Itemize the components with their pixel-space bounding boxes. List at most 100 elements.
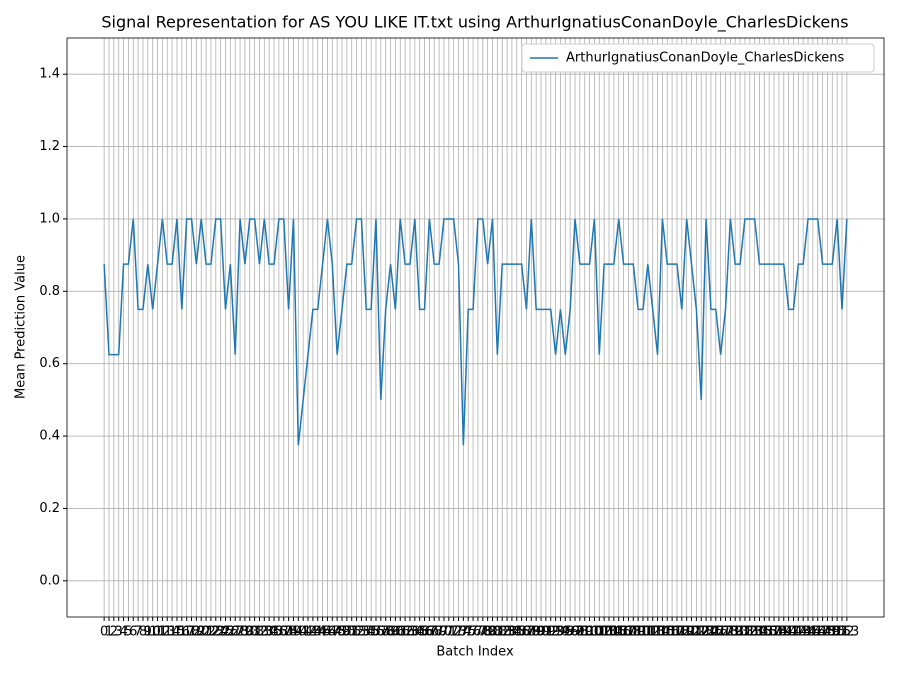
x-tick-label: 42 bbox=[300, 625, 317, 640]
x-tick-label: 18 bbox=[183, 625, 200, 640]
x-tick-label: 86 bbox=[513, 625, 530, 640]
x-tick-label: 58 bbox=[377, 625, 394, 640]
legend-label: ArthurIgnatiusConanDoyle_CharlesDickens bbox=[566, 51, 844, 66]
x-tick-label: 48 bbox=[329, 625, 346, 640]
x-tick-label: 61 bbox=[392, 625, 409, 640]
x-tick-label: 34 bbox=[261, 625, 278, 640]
x-tick-label: 122 bbox=[684, 625, 709, 640]
x-tick-label: 22 bbox=[203, 625, 220, 640]
x-tick-label: 71 bbox=[441, 625, 458, 640]
x-tick-label: 0 bbox=[100, 625, 108, 640]
x-tick-label: 90 bbox=[533, 625, 550, 640]
x-tick-label: 62 bbox=[397, 625, 414, 640]
x-tick-label: 82 bbox=[494, 625, 511, 640]
plot-frame bbox=[66, 37, 885, 618]
x-tick-label: 140 bbox=[771, 625, 796, 640]
x-tick-label: 6 bbox=[129, 625, 137, 640]
legend: ArthurIgnatiusConanDoyle_CharlesDickens bbox=[521, 43, 875, 73]
y-tick-label: 0.4 bbox=[39, 429, 60, 444]
x-tick-label: 38 bbox=[280, 625, 297, 640]
x-tick-label: 84 bbox=[504, 625, 521, 640]
x-tick-label: 131 bbox=[728, 625, 753, 640]
y-tick-label: 1.0 bbox=[39, 211, 60, 226]
x-tick-label: 24 bbox=[212, 625, 229, 640]
x-tick-label: 11 bbox=[149, 625, 166, 640]
x-tick-label: 39 bbox=[285, 625, 302, 640]
x-tick-label: 135 bbox=[747, 625, 772, 640]
x-tick-label: 153 bbox=[834, 625, 859, 640]
x-tick-label: 28 bbox=[232, 625, 249, 640]
x-tick-label: 52 bbox=[348, 625, 365, 640]
x-tick-label: 14 bbox=[164, 625, 181, 640]
x-tick-label: 123 bbox=[689, 625, 714, 640]
y-tick-label: 0.2 bbox=[39, 501, 60, 516]
x-tick-label: 73 bbox=[450, 625, 467, 640]
x-tick-label: 145 bbox=[796, 625, 821, 640]
x-tick-label: 127 bbox=[708, 625, 733, 640]
x-tick-label: 107 bbox=[611, 625, 636, 640]
x-tick-label: 35 bbox=[266, 625, 283, 640]
x-tick-label: 92 bbox=[542, 625, 559, 640]
x-tick-label: 116 bbox=[655, 625, 680, 640]
x-tick-label: 3 bbox=[115, 625, 123, 640]
x-tick-label: 4 bbox=[119, 625, 127, 640]
x-tick-label: 98 bbox=[572, 625, 589, 640]
x-tick-label: 100 bbox=[577, 625, 602, 640]
x-tick-label: 32 bbox=[251, 625, 268, 640]
x-tick-label: 74 bbox=[455, 625, 472, 640]
x-tick-label: 101 bbox=[582, 625, 607, 640]
x-tick-label: 139 bbox=[766, 625, 791, 640]
x-tick-label: 89 bbox=[528, 625, 545, 640]
x-tick-label: 112 bbox=[635, 625, 660, 640]
x-tick-label: 10 bbox=[144, 625, 161, 640]
x-tick-label: 51 bbox=[343, 625, 360, 640]
x-tick-label: 151 bbox=[825, 625, 850, 640]
x-tick-label: 8 bbox=[139, 625, 147, 640]
x-tick-label: 36 bbox=[271, 625, 288, 640]
x-tick-label: 57 bbox=[373, 625, 390, 640]
x-tick-label: 88 bbox=[523, 625, 540, 640]
x-tick-label: 77 bbox=[470, 625, 487, 640]
x-tick-label: 20 bbox=[193, 625, 210, 640]
x-tick-label: 29 bbox=[237, 625, 254, 640]
x-tick-label: 46 bbox=[319, 625, 336, 640]
x-tick-label: 105 bbox=[601, 625, 626, 640]
x-tick-label: 130 bbox=[723, 625, 748, 640]
x-tick-label: 79 bbox=[479, 625, 496, 640]
y-axis-label: Mean Prediction Value bbox=[14, 255, 29, 399]
x-tick-label: 75 bbox=[460, 625, 477, 640]
x-tick-label: 67 bbox=[421, 625, 438, 640]
x-tick-label: 19 bbox=[188, 625, 205, 640]
x-tick-label: 76 bbox=[465, 625, 482, 640]
x-tick-label: 108 bbox=[616, 625, 641, 640]
x-tick-label: 23 bbox=[208, 625, 225, 640]
x-tick-label: 109 bbox=[621, 625, 646, 640]
x-tick-label: 129 bbox=[718, 625, 743, 640]
x-tick-label: 78 bbox=[475, 625, 492, 640]
x-tick-label: 44 bbox=[309, 625, 326, 640]
x-tick-label: 60 bbox=[387, 625, 404, 640]
x-tick-label: 13 bbox=[159, 625, 176, 640]
x-tick-label: 138 bbox=[762, 625, 787, 640]
x-tick-label: 68 bbox=[426, 625, 443, 640]
x-tick-label: 30 bbox=[241, 625, 258, 640]
y-tick-label: 0.0 bbox=[39, 573, 60, 588]
x-tick-label: 55 bbox=[363, 625, 380, 640]
x-tick-label: 106 bbox=[606, 625, 631, 640]
legend-box bbox=[521, 43, 875, 73]
x-tick-label: 141 bbox=[776, 625, 801, 640]
x-tick-label: 64 bbox=[407, 625, 424, 640]
x-tick-label: 91 bbox=[538, 625, 555, 640]
x-tick-label: 134 bbox=[742, 625, 767, 640]
x-tick-label: 142 bbox=[781, 625, 806, 640]
x-tick-label: 81 bbox=[489, 625, 506, 640]
x-tick-label: 66 bbox=[416, 625, 433, 640]
x-tick-label: 31 bbox=[246, 625, 263, 640]
x-tick-label: 126 bbox=[703, 625, 728, 640]
x-tick-label: 15 bbox=[169, 625, 186, 640]
x-tick-label: 149 bbox=[815, 625, 840, 640]
x-tick-label: 104 bbox=[597, 625, 622, 640]
x-tick-label: 33 bbox=[256, 625, 273, 640]
y-tick-label: 0.8 bbox=[39, 284, 60, 299]
x-tick-label: 49 bbox=[334, 625, 351, 640]
